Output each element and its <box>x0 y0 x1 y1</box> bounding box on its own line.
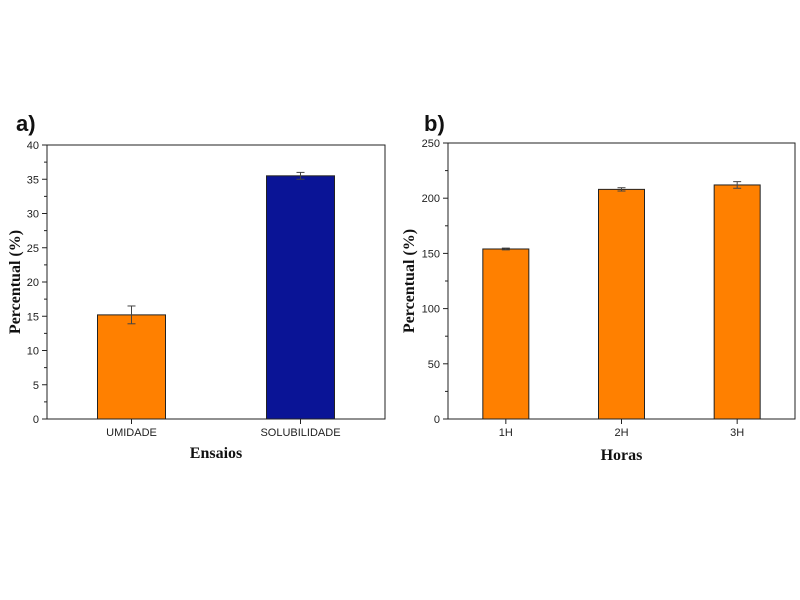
panel-label: b) <box>424 111 445 136</box>
y-tick-label: 20 <box>27 277 39 289</box>
y-tick-label: 10 <box>27 346 39 358</box>
y-tick-label: 5 <box>33 380 39 392</box>
y-tick-label: 0 <box>434 414 440 426</box>
x-tick-label: SOLUBILIDADE <box>260 427 340 439</box>
y-tick-label: 25 <box>27 243 39 255</box>
x-tick-label: 3H <box>730 427 744 439</box>
bar-2h <box>598 188 645 420</box>
y-tick-label: 30 <box>27 209 39 221</box>
y-tick-label: 0 <box>33 414 39 426</box>
y-tick-label: 40 <box>27 140 39 152</box>
bar-umidade <box>97 314 166 420</box>
x-axis-title: Ensaios <box>190 445 242 462</box>
y-tick-label: 150 <box>422 248 440 260</box>
y-axis-title: Percentual (%) <box>401 229 418 333</box>
y-tick-label: 15 <box>27 311 39 323</box>
y-axis-title: Percentual (%) <box>7 230 24 334</box>
bar-3h <box>713 184 761 420</box>
bar-solubilidade <box>266 175 335 420</box>
chart-b: b) 0 50 100 150 200 250 1H 2H 3H Horas Percentual (… <box>401 111 796 464</box>
chart-a: a) 0 5 10 15 20 25 30 35 40 UMIDADE SOLUBILIDADE Ens… <box>7 111 386 462</box>
x-tick-label: UMIDADE <box>106 427 157 439</box>
y-tick-label: 100 <box>422 304 440 316</box>
y-tick-label: 35 <box>27 174 39 186</box>
y-tick-label: 200 <box>422 193 440 205</box>
y-tick-label: 50 <box>428 359 440 371</box>
bar-1h <box>482 248 530 420</box>
x-axis-title: Horas <box>601 447 643 464</box>
panel-label: a) <box>16 111 36 136</box>
x-tick-label: 1H <box>499 427 513 439</box>
y-tick-label: 250 <box>422 138 440 150</box>
x-tick-label: 2H <box>614 427 628 439</box>
